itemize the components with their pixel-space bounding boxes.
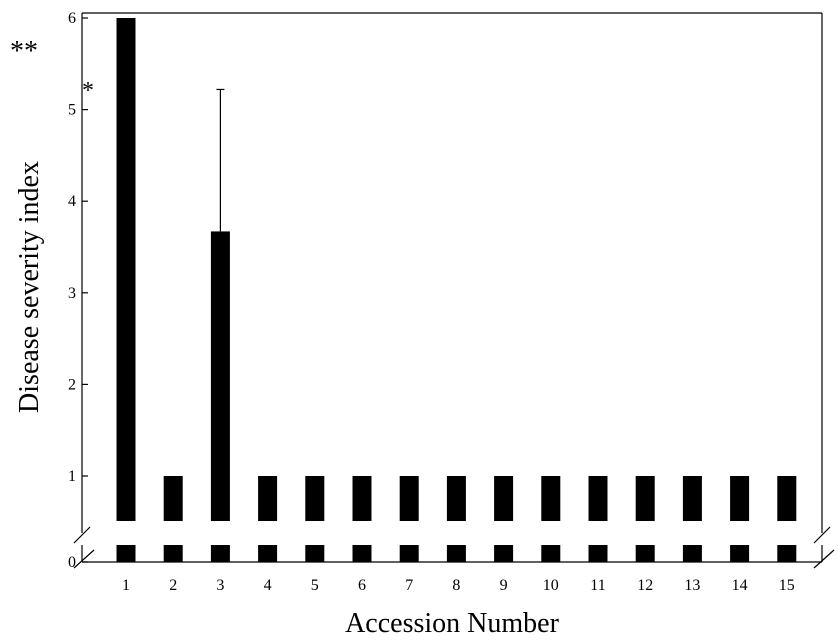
x-tick-label: 11 xyxy=(590,577,605,594)
axis-break-mark-left-1 xyxy=(73,526,91,544)
bar xyxy=(635,476,655,521)
bar xyxy=(588,476,608,521)
x-tick-label: 2 xyxy=(169,577,177,594)
bar xyxy=(682,476,702,521)
bar-base xyxy=(635,545,655,562)
bar-base xyxy=(210,545,230,562)
y-tick-label: 4 xyxy=(68,193,76,210)
bar xyxy=(494,476,514,521)
x-tick-label: 3 xyxy=(216,577,224,594)
bar xyxy=(730,476,750,521)
x-tick-label: 13 xyxy=(684,577,700,594)
bar xyxy=(541,476,561,521)
significance-marker: * xyxy=(82,78,94,104)
significance-markers: *** xyxy=(10,36,94,104)
x-tick-label: 14 xyxy=(732,577,748,594)
bar-base xyxy=(541,545,561,562)
y-tick-label: 2 xyxy=(68,376,76,393)
y-tick-label: 0 xyxy=(68,554,76,571)
bar xyxy=(210,231,230,522)
significance-marker: ** xyxy=(10,36,38,67)
x-tick-label: 15 xyxy=(779,577,795,594)
bar xyxy=(258,476,278,521)
y-axis-title: Disease severity index xyxy=(14,161,45,413)
bar-base xyxy=(682,545,702,562)
y-axis-ticks: 0 1 2 3 4 5 6 xyxy=(68,10,88,571)
bar-base xyxy=(305,545,325,562)
bar-base xyxy=(730,545,750,562)
bar-base xyxy=(258,545,278,562)
bar xyxy=(163,476,183,521)
bar-base xyxy=(494,545,514,562)
bar-series xyxy=(116,18,797,562)
x-axis-ticks: 1 2 3 4 5 6 7 8 9 10 11 12 13 14 15 xyxy=(122,577,795,594)
bar-base xyxy=(399,545,419,562)
bar xyxy=(399,476,419,521)
bar xyxy=(777,476,797,521)
bar-base xyxy=(116,545,136,562)
y-tick-label: 5 xyxy=(68,102,76,119)
x-tick-label: 5 xyxy=(311,577,319,594)
bar-base xyxy=(588,545,608,562)
bar xyxy=(305,476,325,521)
bar-base xyxy=(446,545,466,562)
y-tick-label: 6 xyxy=(68,10,76,27)
bar xyxy=(116,18,136,521)
x-axis-title: Accession Number xyxy=(345,608,560,639)
x-tick-label: 12 xyxy=(637,577,653,594)
axis-break-mark-right-2 xyxy=(813,549,835,569)
axis-break-mark-right-1 xyxy=(813,526,831,544)
axis-break-mark-left-2 xyxy=(73,549,95,569)
x-tick-label: 4 xyxy=(264,577,272,594)
x-tick-label: 1 xyxy=(122,577,130,594)
x-tick-label: 9 xyxy=(500,577,508,594)
bar xyxy=(446,476,466,521)
bar xyxy=(352,476,372,521)
x-tick-label: 7 xyxy=(405,577,413,594)
y-tick-label: 3 xyxy=(68,285,76,302)
bar-base xyxy=(163,545,183,562)
y-tick-label: 1 xyxy=(68,468,76,485)
x-tick-label: 8 xyxy=(452,577,460,594)
x-tick-label: 6 xyxy=(358,577,366,594)
bar-base xyxy=(352,545,372,562)
bar-base xyxy=(777,545,797,562)
x-tick-label: 10 xyxy=(543,577,559,594)
